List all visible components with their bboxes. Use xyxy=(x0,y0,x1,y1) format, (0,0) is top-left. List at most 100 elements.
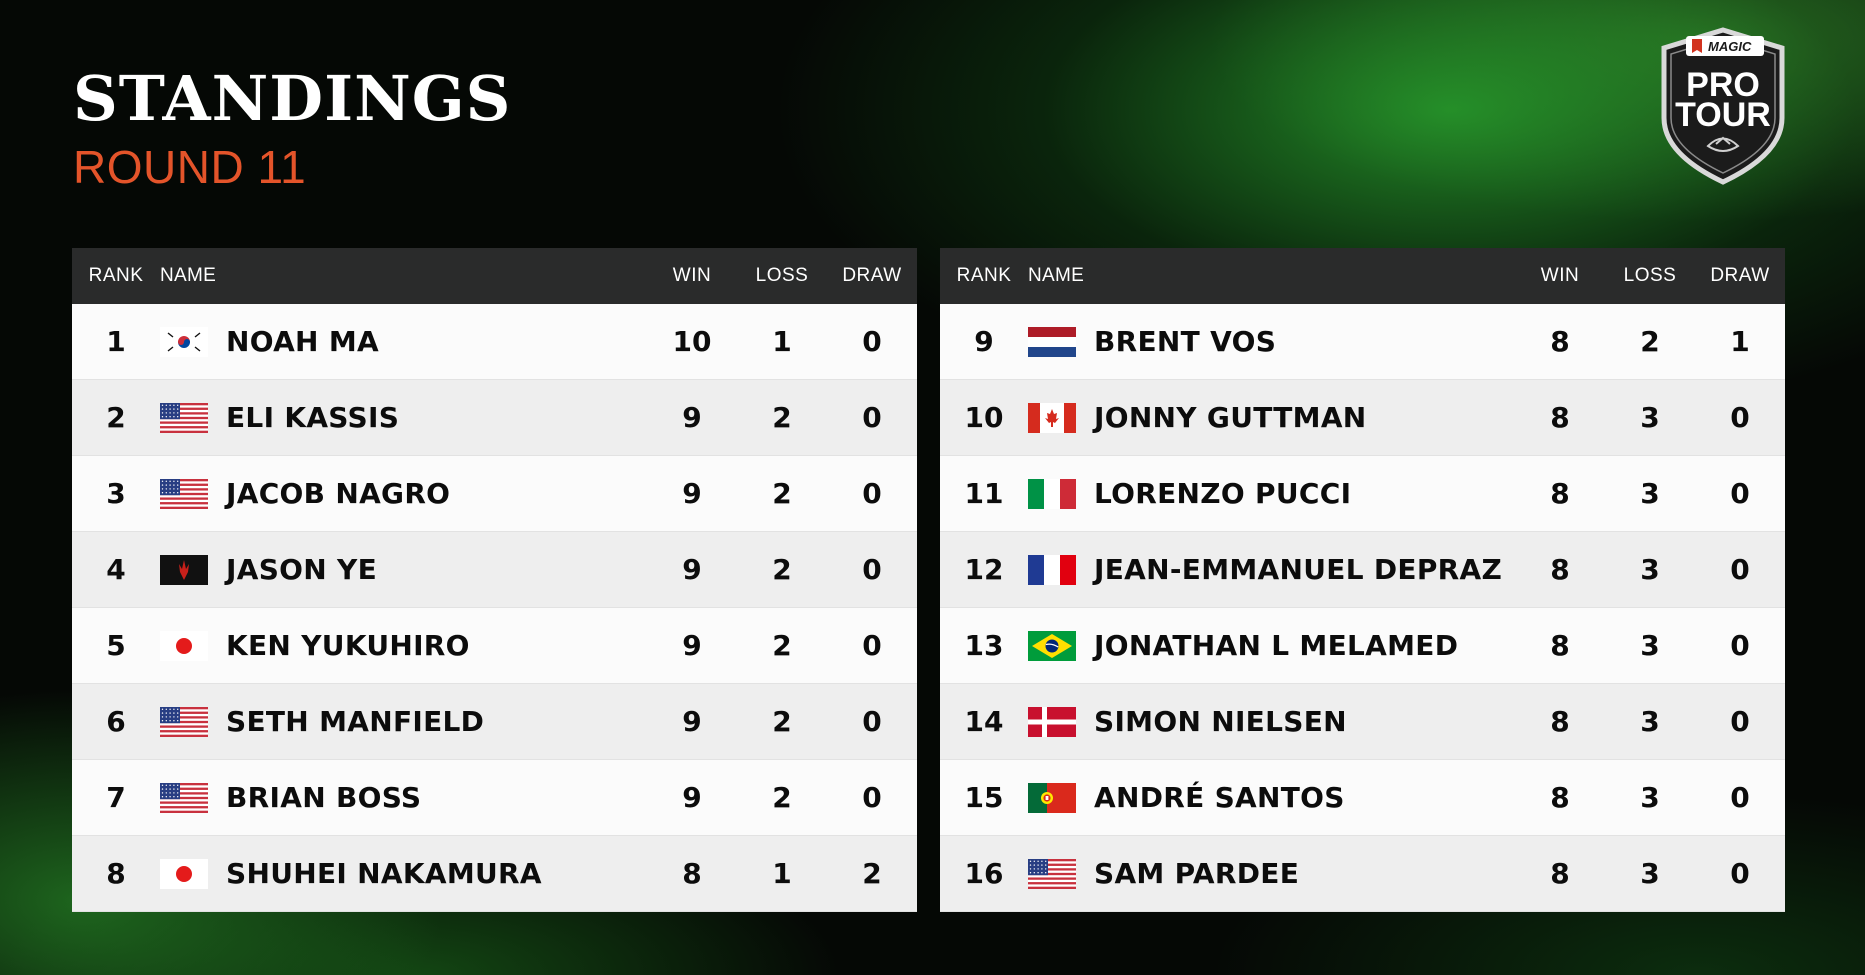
player-name: JONATHAN L MELAMED xyxy=(1094,629,1459,662)
player-name: LORENZO PUCCI xyxy=(1094,477,1352,510)
draw-cell: 0 xyxy=(1730,477,1750,510)
table-row: 11 LORENZO PUCCI 8 3 0 xyxy=(940,456,1785,532)
japan-flag-icon xyxy=(160,858,208,889)
loss-cell: 1 xyxy=(772,325,792,358)
loss-header: LOSS xyxy=(1623,265,1677,286)
page-title: STANDINGS xyxy=(73,62,512,135)
loss-cell: 3 xyxy=(1640,553,1660,586)
player-cell: JACOB NAGRO xyxy=(160,477,647,510)
draw-cell: 0 xyxy=(1730,401,1750,434)
rank-cell: 2 xyxy=(106,401,126,434)
table-header: RANK NAME WIN LOSS DRAW xyxy=(940,248,1785,304)
table-row: 9 BRENT VOS 8 2 1 xyxy=(940,304,1785,380)
win-cell: 9 xyxy=(682,401,702,434)
player-name: JONNY GUTTMAN xyxy=(1094,401,1367,434)
player-cell: KEN YUKUHIRO xyxy=(160,629,647,662)
player-cell: ANDRÉ SANTOS xyxy=(1028,781,1515,814)
draw-cell: 0 xyxy=(862,401,882,434)
brazil-flag-icon xyxy=(1028,630,1076,661)
player-name: BRENT VOS xyxy=(1094,325,1277,358)
rank-cell: 12 xyxy=(964,553,1004,586)
player-name: ANDRÉ SANTOS xyxy=(1094,781,1345,814)
draw-cell: 0 xyxy=(862,477,882,510)
player-name: JACOB NAGRO xyxy=(226,477,451,510)
usa-flag-icon xyxy=(1028,858,1076,889)
usa-flag-icon xyxy=(160,402,208,433)
win-cell: 9 xyxy=(682,629,702,662)
rank-cell: 11 xyxy=(964,477,1004,510)
loss-cell: 1 xyxy=(772,857,792,890)
player-cell: JEAN-EMMANUEL DEPRAZ xyxy=(1028,553,1515,586)
rank-cell: 3 xyxy=(106,477,126,510)
rank-cell: 13 xyxy=(964,629,1004,662)
win-cell: 8 xyxy=(1550,325,1570,358)
loss-cell: 3 xyxy=(1640,781,1660,814)
denmark-flag-icon xyxy=(1028,706,1076,737)
draw-cell: 0 xyxy=(862,705,882,738)
rank-cell: 16 xyxy=(964,857,1004,890)
draw-cell: 1 xyxy=(1730,325,1750,358)
usa-flag-icon xyxy=(160,706,208,737)
table-body: 1 NOAH MA 10 1 0 2 ELI KASSIS 9 2 0 3 JACOB NAGRO 9 2… xyxy=(72,304,917,912)
rank-cell: 15 xyxy=(964,781,1004,814)
loss-cell: 3 xyxy=(1640,401,1660,434)
table-row: 3 JACOB NAGRO 9 2 0 xyxy=(72,456,917,532)
rank-header: RANK xyxy=(956,265,1012,286)
rank-cell: 8 xyxy=(106,857,126,890)
player-name: BRIAN BOSS xyxy=(226,781,422,814)
win-cell: 8 xyxy=(1550,705,1570,738)
loss-cell: 2 xyxy=(772,401,792,434)
player-name: SHUHEI NAKAMURA xyxy=(226,857,542,890)
usa-flag-icon xyxy=(160,478,208,509)
loss-cell: 2 xyxy=(1640,325,1660,358)
draw-header: DRAW xyxy=(842,265,902,286)
loss-cell: 2 xyxy=(772,705,792,738)
draw-cell: 0 xyxy=(1730,705,1750,738)
table-row: 10 JONNY GUTTMAN 8 3 0 xyxy=(940,380,1785,456)
player-name: JEAN-EMMANUEL DEPRAZ xyxy=(1094,553,1503,586)
rank-cell: 9 xyxy=(974,325,994,358)
netherlands-flag-icon xyxy=(1028,326,1076,357)
player-cell: ELI KASSIS xyxy=(160,401,647,434)
win-cell: 10 xyxy=(672,325,712,358)
france-flag-icon xyxy=(1028,554,1076,585)
player-cell: BRENT VOS xyxy=(1028,325,1515,358)
table-row: 4 JASON YE 9 2 0 xyxy=(72,532,917,608)
win-cell: 8 xyxy=(1550,629,1570,662)
pro-tour-logo: MAGIC PRO TOUR xyxy=(1658,26,1788,186)
player-cell: JASON YE xyxy=(160,553,647,586)
usa-flag-icon xyxy=(160,782,208,813)
win-cell: 8 xyxy=(1550,553,1570,586)
draw-cell: 0 xyxy=(862,629,882,662)
player-name: SIMON NIELSEN xyxy=(1094,705,1347,738)
draw-cell: 0 xyxy=(862,781,882,814)
win-header: WIN xyxy=(1540,265,1580,286)
magic-planeswalker-flag-icon xyxy=(160,554,208,585)
draw-header: DRAW xyxy=(1710,265,1770,286)
rank-cell: 4 xyxy=(106,553,126,586)
loss-cell: 3 xyxy=(1640,857,1660,890)
player-name: SETH MANFIELD xyxy=(226,705,485,738)
rank-cell: 7 xyxy=(106,781,126,814)
loss-cell: 2 xyxy=(772,477,792,510)
portugal-flag-icon xyxy=(1028,782,1076,813)
logo-line2: TOUR xyxy=(1675,96,1771,134)
standings-table-left: RANK NAME WIN LOSS DRAW 1 NOAH MA 10 1 0 2 ELI… xyxy=(72,248,917,912)
player-name: SAM PARDEE xyxy=(1094,857,1300,890)
table-row: 2 ELI KASSIS 9 2 0 xyxy=(72,380,917,456)
rank-cell: 10 xyxy=(964,401,1004,434)
italy-flag-icon xyxy=(1028,478,1076,509)
table-header: RANK NAME WIN LOSS DRAW xyxy=(72,248,917,304)
win-cell: 8 xyxy=(1550,401,1570,434)
loss-cell: 3 xyxy=(1640,705,1660,738)
draw-cell: 0 xyxy=(1730,857,1750,890)
player-cell: JONATHAN L MELAMED xyxy=(1028,629,1515,662)
player-cell: SAM PARDEE xyxy=(1028,857,1515,890)
table-body: 9 BRENT VOS 8 2 1 10 JONNY GUTTMAN 8 3 0 11 LORENZO… xyxy=(940,304,1785,912)
name-header: NAME xyxy=(160,265,217,286)
table-row: 16 SAM PARDEE 8 3 0 xyxy=(940,836,1785,912)
table-row: 13 JONATHAN L MELAMED 8 3 0 xyxy=(940,608,1785,684)
table-row: 14 SIMON NIELSEN 8 3 0 xyxy=(940,684,1785,760)
rank-cell: 14 xyxy=(964,705,1004,738)
draw-cell: 0 xyxy=(1730,553,1750,586)
